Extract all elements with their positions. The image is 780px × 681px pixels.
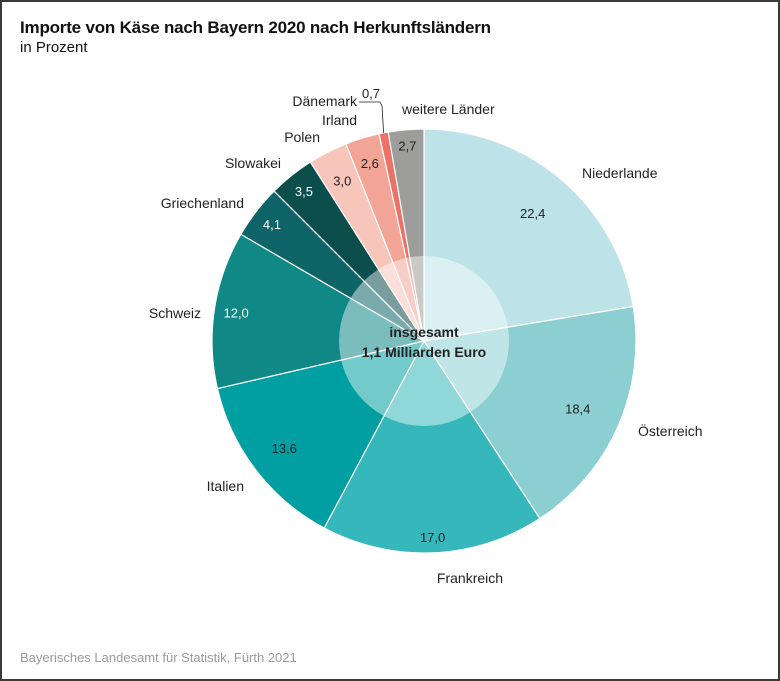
- pie-slice-österreich: [422, 305, 637, 520]
- center-label-line-1: insgesamt: [389, 324, 459, 340]
- pie-slices: [211, 128, 637, 554]
- chart-title: Importe von Käse nach Bayern 2020 nach H…: [20, 18, 491, 37]
- slice-label: weitere Länder: [401, 101, 495, 117]
- slice-value: 12,0: [223, 305, 248, 320]
- pie-slice-weitere-länder: [387, 128, 425, 342]
- slice-value: 22,4: [520, 206, 545, 221]
- leader-line: [359, 101, 385, 133]
- pie-slice-italien: [216, 340, 426, 529]
- slice-label: Polen: [284, 129, 320, 145]
- pie-slice-niederlande: [423, 128, 634, 342]
- center-overlay: [339, 256, 509, 426]
- slice-value: 2,7: [398, 139, 416, 154]
- slice-label: Frankreich: [437, 570, 503, 586]
- slice-value: 0,7: [362, 86, 380, 101]
- chart-subtitle: in Prozent: [20, 39, 88, 56]
- slice-value: 17,0: [420, 530, 445, 545]
- slice-label: Italien: [207, 478, 244, 494]
- pie-slice-schweiz: [211, 233, 426, 390]
- slice-value: 3,0: [333, 174, 351, 189]
- slice-value: 2,6: [361, 156, 379, 171]
- slice-label: Slowakei: [225, 155, 281, 171]
- pie-slice-frankreich: [323, 339, 541, 554]
- slice-label: Schweiz: [149, 305, 201, 321]
- slice-value: 4,1: [263, 217, 281, 232]
- source-note: Bayerisches Landesamt für Statistik, Für…: [20, 650, 297, 665]
- slice-value: 13,6: [272, 441, 297, 456]
- slice-values: 22,4 18,4 17,0 13,6 12,0 4,1 3,5 3,0 2,6 0,7 2,7: [223, 86, 590, 545]
- slice-label: Niederlande: [582, 165, 658, 181]
- center-label-line-2: 1,1 Milliarden Euro: [362, 344, 486, 360]
- slice-label: Dänemark: [292, 93, 358, 109]
- slice-label: Griechenland: [161, 195, 244, 211]
- slice-label: Irland: [322, 112, 357, 128]
- slice-value: 18,4: [565, 402, 590, 417]
- slice-labels: Niederlande Österreich Frankreich Italien Sc…: [149, 93, 703, 586]
- slice-value: 3,5: [295, 184, 313, 199]
- slice-label: Österreich: [638, 422, 703, 439]
